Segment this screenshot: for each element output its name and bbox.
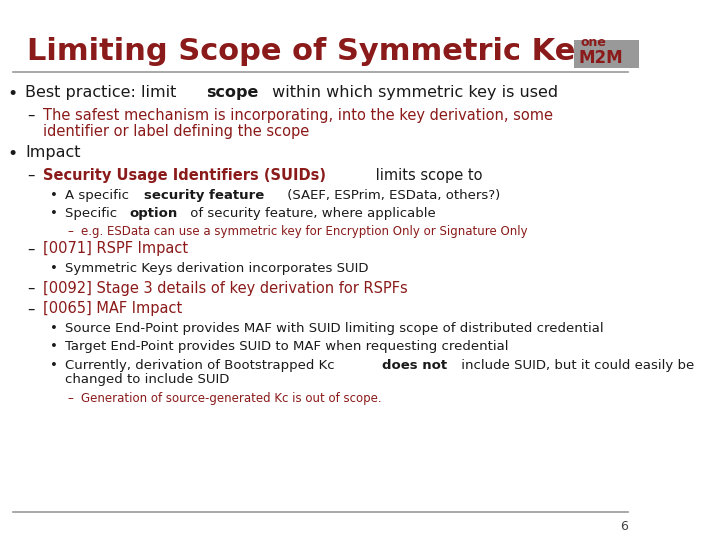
Text: 6: 6 xyxy=(620,519,628,532)
Text: one: one xyxy=(580,36,606,49)
Text: Target End-Point provides SUID to MAF when requesting credential: Target End-Point provides SUID to MAF wh… xyxy=(65,340,508,353)
Text: A specific: A specific xyxy=(65,188,133,201)
Text: M2M: M2M xyxy=(579,49,624,67)
Text: –: – xyxy=(27,301,34,316)
Text: •: • xyxy=(50,207,58,220)
Text: •: • xyxy=(7,145,18,163)
Text: [0092] Stage 3 details of key derivation for RSPFs: [0092] Stage 3 details of key derivation… xyxy=(43,281,408,295)
Text: •: • xyxy=(50,322,58,335)
Text: does not: does not xyxy=(382,359,447,372)
Text: e.g. ESData can use a symmetric key for Encryption Only or Signature Only: e.g. ESData can use a symmetric key for … xyxy=(81,225,527,238)
Text: Specific: Specific xyxy=(65,207,121,220)
Text: •: • xyxy=(50,188,58,201)
Text: •: • xyxy=(50,262,58,275)
Text: Limiting Scope of Symmetric Keys: Limiting Scope of Symmetric Keys xyxy=(27,37,613,66)
Text: –: – xyxy=(27,241,34,256)
Text: include SUID, but it could easily be: include SUID, but it could easily be xyxy=(457,359,694,372)
Text: Security Usage Identifiers (SUIDs): Security Usage Identifiers (SUIDs) xyxy=(43,168,326,183)
Text: –: – xyxy=(27,168,34,183)
Text: [0071] RSPF Impact: [0071] RSPF Impact xyxy=(43,241,188,256)
Text: –: – xyxy=(27,281,34,295)
Text: option: option xyxy=(130,207,178,220)
Text: •: • xyxy=(7,85,18,103)
Text: Symmetric Keys derivation incorporates SUID: Symmetric Keys derivation incorporates S… xyxy=(65,262,368,275)
Text: limits scope to: limits scope to xyxy=(371,168,482,183)
Text: within which symmetric key is used: within which symmetric key is used xyxy=(267,85,558,100)
Text: identifier or label defining the scope: identifier or label defining the scope xyxy=(43,124,310,139)
Text: security feature: security feature xyxy=(143,188,264,201)
Text: –: – xyxy=(67,392,73,404)
Text: Best practice: limit: Best practice: limit xyxy=(25,85,181,100)
Text: Source End-Point provides MAF with SUID limiting scope of distributed credential: Source End-Point provides MAF with SUID … xyxy=(65,322,603,335)
Text: –: – xyxy=(27,108,34,123)
Text: scope: scope xyxy=(207,85,258,100)
Text: of security feature, where applicable: of security feature, where applicable xyxy=(186,207,436,220)
Text: Generation of source-generated Kc is out of scope.: Generation of source-generated Kc is out… xyxy=(81,392,382,404)
Text: changed to include SUID: changed to include SUID xyxy=(65,373,229,386)
Text: •: • xyxy=(50,359,58,372)
Text: The safest mechanism is incorporating, into the key derivation, some: The safest mechanism is incorporating, i… xyxy=(43,108,553,123)
Text: [0065] MAF Impact: [0065] MAF Impact xyxy=(43,301,182,316)
Text: Currently, derivation of Bootstrapped Kc: Currently, derivation of Bootstrapped Kc xyxy=(65,359,338,372)
Text: •: • xyxy=(50,340,58,353)
Text: (SAEF, ESPrim, ESData, others?): (SAEF, ESPrim, ESData, others?) xyxy=(283,188,500,201)
FancyBboxPatch shape xyxy=(574,40,639,68)
Text: –: – xyxy=(67,225,73,238)
Text: Impact: Impact xyxy=(25,145,81,160)
